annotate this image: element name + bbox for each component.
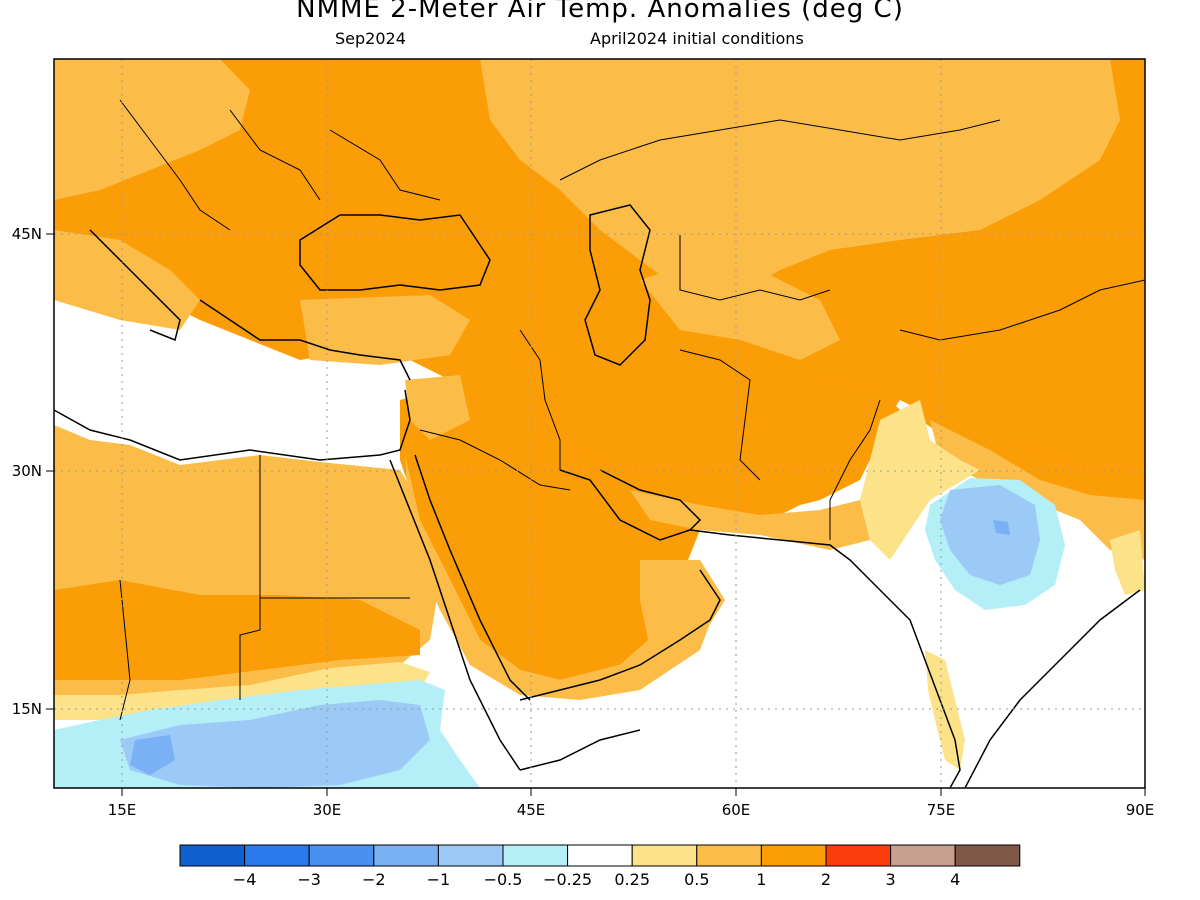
colorbar-swatch <box>954 844 1021 867</box>
coast-arabia-south <box>519 569 721 701</box>
political-borders <box>119 99 1145 721</box>
colorbar: −4 −3 −2 −1 −0.5 −0.25 0.25 0.5 1 2 3 4 <box>179 844 1021 889</box>
x-tick-label: 90E <box>1126 801 1155 819</box>
anomaly-area-nepal <box>930 420 1145 560</box>
anomaly-area-arabia <box>400 380 700 680</box>
anomaly-area-turkey <box>300 295 470 365</box>
coast-horn-of-africa <box>519 729 641 771</box>
coast-red-sea-east <box>414 454 531 701</box>
border-kazakhstan <box>679 235 831 301</box>
colorbar-swatch <box>760 844 827 867</box>
coast-black-sea <box>299 214 491 291</box>
anomaly-area-iran-pakistan <box>520 330 900 510</box>
border-north-africa-2 <box>239 455 261 700</box>
anomaly-area-levant <box>405 375 470 440</box>
colorbar-swatch <box>567 844 633 867</box>
anomaly-area-sahel-south <box>54 662 430 720</box>
colorbar-swatch <box>890 844 956 867</box>
axis-ticks <box>46 233 1146 796</box>
anomaly-area-tibet <box>900 380 1145 520</box>
colorbar-label: 0.5 <box>684 870 709 889</box>
coast-italy <box>89 229 181 342</box>
border-china <box>899 279 1145 341</box>
colorbar-label: 4 <box>950 870 960 889</box>
anomaly-area-india-fringe <box>860 400 980 560</box>
colorbar-swatch <box>825 844 892 867</box>
colorbar-label: −4 <box>233 870 257 889</box>
coast-india-west <box>869 579 961 788</box>
border-russia <box>559 119 1001 181</box>
border-eastern-europe <box>329 129 441 201</box>
coast-red-sea-west <box>389 459 521 771</box>
border-europe-2 <box>229 109 321 201</box>
anomaly-area-italy <box>54 230 200 330</box>
anomaly-area-sahel <box>54 580 420 680</box>
border-afghanistan <box>679 349 761 481</box>
colorbar-label: 1 <box>756 870 766 889</box>
colorbar-label: 3 <box>886 870 896 889</box>
colorbar-swatch <box>502 844 569 867</box>
x-tick-label: 75E <box>927 801 956 819</box>
anomaly-area-central-india-colder <box>940 485 1040 585</box>
y-tick-label: 30N <box>12 462 42 480</box>
colorbar-swatch <box>179 844 246 867</box>
x-tick-label: 15E <box>108 801 137 819</box>
colorbar-label: 2 <box>821 870 831 889</box>
anomaly-area-west-europe <box>54 59 250 200</box>
coast-caspian-sea <box>584 204 651 366</box>
colorbar-swatch <box>244 844 310 867</box>
figure-title: NMME 2-Meter Air Temp. Anomalies (deg C) <box>296 0 904 24</box>
coast-pakistan <box>689 529 871 581</box>
colorbar-label: −1 <box>427 870 451 889</box>
border-iran-iraq <box>519 329 561 470</box>
anomaly-area-bay-of-bengal <box>1110 530 1145 595</box>
anomaly-area-east-africa-coldest <box>130 735 175 775</box>
border-pakistan-india <box>829 399 881 540</box>
coast-mediterranean-south <box>54 389 411 461</box>
anomaly-area-kazakhstan <box>480 59 1120 300</box>
colorbar-label: −2 <box>362 870 386 889</box>
colorbar-label: −0.25 <box>543 870 592 889</box>
border-europe-1 <box>119 99 231 231</box>
colorbar-label: 0.25 <box>614 870 650 889</box>
gridlines <box>54 59 1145 788</box>
colorbar-swatch <box>308 844 375 867</box>
colorbar-label: −0.5 <box>484 870 523 889</box>
x-tick-label: 45E <box>517 801 546 819</box>
anomaly-area-oman <box>640 560 725 650</box>
coast-india-east <box>964 589 1141 788</box>
y-tick-label: 15N <box>12 700 42 718</box>
x-tick-label: 30E <box>313 801 342 819</box>
colorbar-label: −3 <box>297 870 321 889</box>
colorbar-swatch <box>373 844 439 867</box>
border-saudi-iraq <box>419 429 571 491</box>
anomaly-area-east-africa-colder <box>120 700 430 788</box>
axis-labels: 15E 30E 45E 60E 75E 90E 45N 30N 15N <box>12 225 1155 819</box>
map-frame <box>53 58 1146 789</box>
colorbar-swatch <box>437 844 504 867</box>
colorbar-swatch <box>631 844 698 867</box>
anomaly-area-iran-plateau <box>640 260 840 360</box>
target-month-label: Sep2024 <box>335 29 406 48</box>
initial-conditions-label: April2024 initial conditions <box>590 29 804 48</box>
x-tick-label: 60E <box>722 801 751 819</box>
anomaly-fields <box>54 59 1145 788</box>
colorbar-swatch <box>696 844 762 867</box>
border-north-africa-1 <box>119 579 131 721</box>
coastlines <box>54 204 1141 788</box>
coast-greece-turkey <box>199 299 411 381</box>
anomaly-area-central-india-coldest <box>993 520 1010 535</box>
y-tick-label: 45N <box>12 225 42 243</box>
anomaly-area-makran <box>630 490 870 550</box>
